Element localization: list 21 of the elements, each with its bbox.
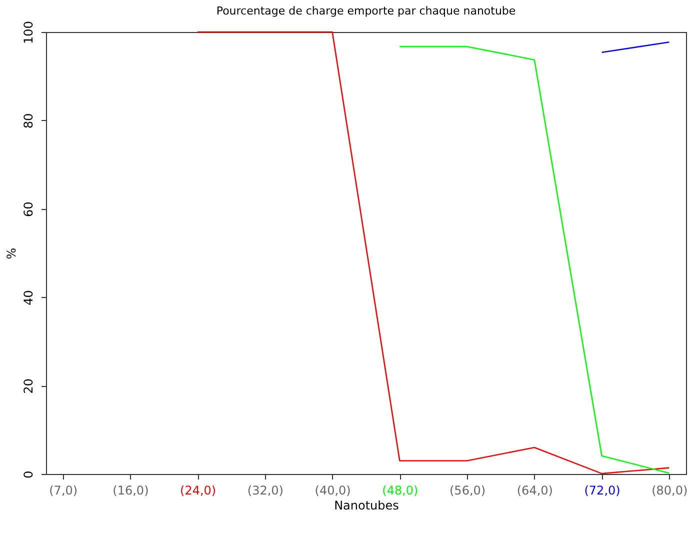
y-tick-label: 0 <box>22 470 36 478</box>
x-axis-title: Nanotubes <box>334 498 399 512</box>
y-axis-title: % <box>4 248 18 260</box>
chart-title: Pourcentage de charge emporte par chaque nanotube <box>216 4 516 18</box>
line-series <box>399 46 670 474</box>
x-tick-label: (32,0) <box>247 484 284 498</box>
x-tick-label: (7,0) <box>49 484 78 498</box>
y-tick-label: 60 <box>22 202 36 217</box>
y-tick-label: 20 <box>22 378 36 394</box>
x-tick-label: (48,0) <box>382 484 418 498</box>
line-series <box>196 31 670 474</box>
x-tick-label: (64,0) <box>516 484 553 498</box>
x-tick-label: (24,0) <box>180 484 216 498</box>
x-tick-label: (72,0) <box>584 484 620 498</box>
x-tick-label: (40,0) <box>314 484 351 498</box>
y-tick-label: 40 <box>22 290 36 306</box>
y-tick-label: 100 <box>22 21 36 44</box>
x-tick-label: (80,0) <box>652 484 688 498</box>
y-tick-label: 80 <box>22 113 36 129</box>
x-tick-label: (16,0) <box>112 484 149 498</box>
x-tick-label: (56,0) <box>450 484 486 498</box>
